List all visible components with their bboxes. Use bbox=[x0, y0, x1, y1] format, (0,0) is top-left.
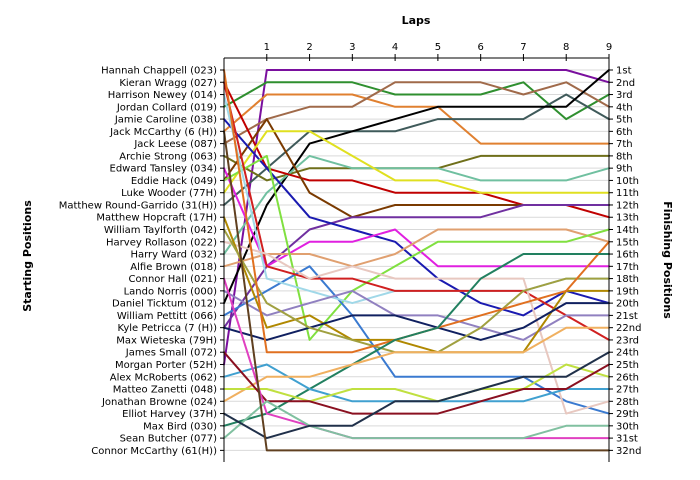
x-tick-label-7: 7 bbox=[520, 42, 526, 53]
series-line-11 bbox=[223, 130, 610, 194]
series-line-4 bbox=[223, 81, 610, 145]
starting-label-24: James Small (072) bbox=[125, 348, 217, 359]
x-tick-label-4: 4 bbox=[392, 42, 398, 53]
x-tick-label-6: 6 bbox=[477, 42, 483, 53]
series-line-33 bbox=[223, 351, 610, 440]
finishing-label-32: 32nd bbox=[616, 446, 641, 457]
starting-label-8: Archie Strong (063) bbox=[119, 151, 217, 162]
finishing-label-1: 1st bbox=[616, 66, 632, 77]
finishing-label-29: 29th bbox=[616, 409, 639, 420]
starting-label-1: Hannah Chappell (023) bbox=[101, 66, 217, 77]
starting-label-6: Jack McCarthy (6 (H)) bbox=[109, 127, 217, 138]
finishing-label-19: 19th bbox=[616, 286, 639, 297]
starting-label-17: Alfie Brown (018) bbox=[130, 262, 217, 273]
finishing-label-24: 24th bbox=[616, 348, 639, 359]
series-line-20 bbox=[223, 240, 610, 415]
series-line-34 bbox=[223, 130, 610, 452]
starting-label-13: Matthew Hopcraft (17H) bbox=[96, 213, 217, 224]
starting-label-22: Kyle Petricca (7 (H)) bbox=[118, 323, 218, 334]
finishing-label-31: 31st bbox=[616, 434, 638, 445]
starting-label-28: Jonathan Browne (024) bbox=[101, 397, 217, 408]
starting-label-25: Morgan Porter (52H) bbox=[115, 360, 217, 371]
finishing-label-7: 7th bbox=[616, 139, 633, 150]
series-line-5 bbox=[223, 93, 610, 206]
finishing-label-21: 21st bbox=[616, 311, 638, 322]
starting-label-7: Jack Leese (087) bbox=[133, 139, 217, 150]
series-line-32 bbox=[223, 400, 610, 440]
finishing-label-14: 14th bbox=[616, 225, 639, 236]
starting-label-31: Sean Butcher (077) bbox=[120, 434, 218, 445]
finishing-label-18: 18th bbox=[616, 274, 639, 285]
starting-label-27: Matteo Zanetti (048) bbox=[113, 385, 217, 396]
x-tick-label-8: 8 bbox=[563, 42, 569, 53]
y-axis-right-title: Finishing Positions bbox=[661, 201, 674, 319]
starting-label-4: Jordan Collard (019) bbox=[116, 102, 217, 113]
finishing-label-17: 17th bbox=[616, 262, 639, 273]
finishing-label-16: 16th bbox=[616, 250, 639, 261]
starting-label-21: William Pettitt (066) bbox=[117, 311, 217, 322]
finishing-label-10: 10th bbox=[616, 176, 639, 187]
series-line-1 bbox=[223, 69, 610, 366]
series-line-23 bbox=[223, 302, 610, 341]
starting-label-11: Luke Wooder (77H) bbox=[121, 188, 217, 199]
finishing-label-23: 23rd bbox=[616, 335, 639, 346]
finishing-label-30: 30th bbox=[616, 421, 639, 432]
finishing-label-28: 28th bbox=[616, 397, 639, 408]
series-line-3 bbox=[223, 93, 610, 145]
starting-label-30: Max Bird (030) bbox=[143, 421, 217, 432]
starting-label-9: Edward Tansley (034) bbox=[110, 164, 218, 175]
series-line-21 bbox=[223, 289, 610, 341]
starting-label-5: Jamie Caroline (038) bbox=[114, 115, 217, 126]
x-tick-label-5: 5 bbox=[435, 42, 441, 53]
x-tick-label-3: 3 bbox=[349, 42, 355, 53]
starting-label-19: Lando Norris (000) bbox=[124, 286, 217, 297]
finishing-label-25: 25th bbox=[616, 360, 639, 371]
y-axis-left-title: Starting Positions bbox=[21, 200, 34, 312]
series-line-15 bbox=[223, 228, 610, 268]
finishing-label-11: 11th bbox=[616, 188, 639, 199]
starting-label-2: Kieran Wragg (027) bbox=[119, 78, 217, 89]
finishing-label-3: 3rd bbox=[616, 90, 633, 101]
series-line-19 bbox=[223, 81, 610, 341]
finishing-label-27: 27th bbox=[616, 385, 639, 396]
starting-label-16: Harry Ward (032) bbox=[130, 250, 217, 261]
starting-label-32: Connor McCarthy (61(H)) bbox=[91, 446, 217, 457]
finishing-label-15: 15th bbox=[616, 237, 639, 248]
series-line-2 bbox=[223, 81, 610, 121]
series-line-28 bbox=[223, 326, 610, 403]
starting-label-14: William Taylforth (042) bbox=[104, 225, 217, 236]
finishing-label-13: 13th bbox=[616, 213, 639, 224]
x-tick-label-9: 9 bbox=[606, 42, 612, 53]
starting-label-23: Max Wieteska (79H) bbox=[116, 335, 217, 346]
x-tick-label-1: 1 bbox=[264, 42, 270, 53]
series-line-30 bbox=[223, 351, 610, 415]
starting-label-3: Harrison Newey (014) bbox=[108, 90, 217, 101]
series-line-16 bbox=[223, 154, 610, 341]
finishing-label-20: 20th bbox=[616, 299, 639, 310]
finishing-label-4: 4th bbox=[616, 102, 633, 113]
starting-label-26: Alex McRoberts (062) bbox=[110, 372, 217, 383]
series-line-22 bbox=[223, 216, 610, 354]
finishing-label-12: 12th bbox=[616, 200, 639, 211]
starting-label-29: Elliot Harvey (37H) bbox=[122, 409, 217, 420]
finishing-label-6: 6th bbox=[616, 127, 633, 138]
starting-label-20: Daniel Ticktum (012) bbox=[112, 299, 217, 310]
x-axis-title: Laps bbox=[402, 14, 431, 27]
series-lines bbox=[223, 69, 610, 452]
finishing-label-8: 8th bbox=[616, 151, 633, 162]
starting-label-12: Matthew Round-Garrido (31(H)) bbox=[59, 200, 217, 211]
starting-label-15: Harvey Rollason (022) bbox=[106, 237, 217, 248]
axes: 1 2 3 4 5 6 7 8 9 Hannah Chappell (023)Kieran Wra… bbox=[59, 42, 641, 462]
finishing-label-26: 26th bbox=[616, 372, 639, 383]
series-line-29 bbox=[223, 363, 610, 403]
starting-label-10: Eddie Hack (049) bbox=[131, 176, 217, 187]
finishing-label-5: 5th bbox=[616, 115, 633, 126]
starting-label-18: Connor Hall (021) bbox=[129, 274, 218, 285]
x-tick-label-2: 2 bbox=[306, 42, 312, 53]
finishing-label-9: 9th bbox=[616, 164, 633, 175]
finishing-label-2: 2nd bbox=[616, 78, 635, 89]
finishing-label-22: 22nd bbox=[616, 323, 641, 334]
